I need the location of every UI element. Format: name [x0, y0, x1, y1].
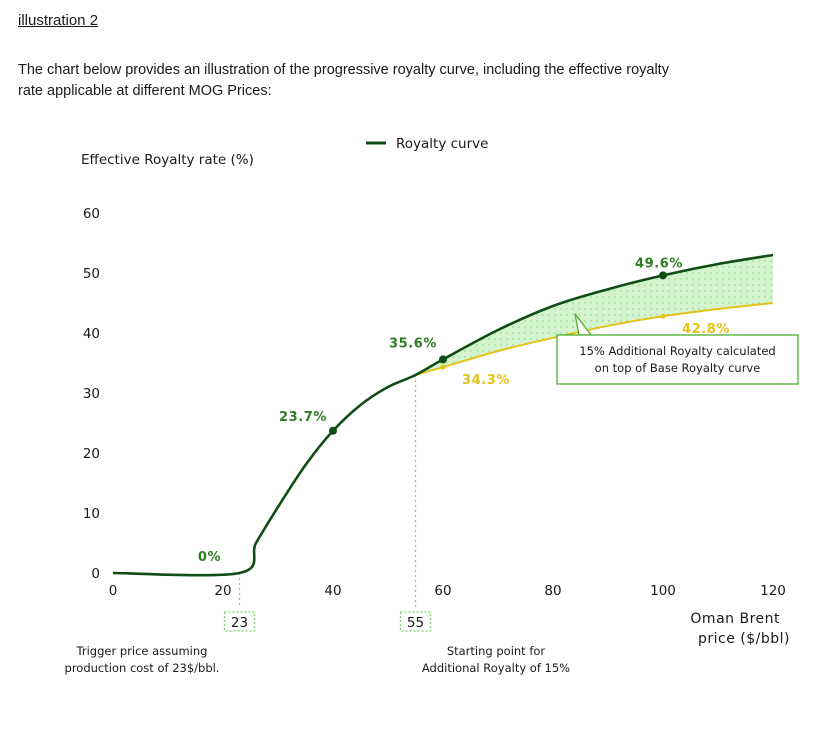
legend-label: Royalty curve — [396, 136, 488, 152]
intro-line-2: rate applicable at different MOG Prices: — [18, 83, 272, 99]
marker-box — [399, 611, 432, 632]
x-tick-label: 60 — [434, 583, 451, 599]
marker-note: Starting point for — [447, 644, 546, 658]
marker-label: 55 — [407, 615, 424, 631]
y-tick-label: 20 — [83, 446, 100, 462]
x-tick-label: 20 — [214, 583, 231, 599]
x-tick-label: 40 — [324, 583, 341, 599]
y-axis-title: Effective Royalty rate (%) — [81, 152, 254, 168]
callout-text-line-2: on top of Base Royalty curve — [595, 361, 761, 375]
royalty-point — [439, 355, 447, 364]
illustration-heading: illustration 2 — [18, 12, 99, 29]
x-tick-label: 80 — [544, 583, 561, 599]
x-tick-label: 0 — [109, 583, 118, 599]
marker-box — [223, 611, 256, 632]
marker-note-line-2: production cost of 23$/bbl. — [65, 661, 220, 675]
y-tick-label: 30 — [83, 386, 100, 402]
marker-label: 23 — [231, 615, 248, 631]
x-axis-title: Oman Brent — [690, 611, 780, 627]
y-tick-label: 0 — [91, 566, 100, 582]
y-tick-label: 40 — [83, 326, 100, 342]
callout-text: 15% Additional Royalty calculated — [579, 344, 775, 358]
y-tick-label: 60 — [83, 206, 100, 222]
royalty-point — [659, 271, 667, 280]
intro-line-1: The chart below provides an illustration… — [18, 62, 669, 78]
royalty-point-label: 0% — [198, 550, 221, 565]
royalty-point-label: 23.7% — [279, 410, 327, 425]
marker-note: Trigger price assuming — [76, 644, 208, 658]
additional-royalty-area — [415, 255, 773, 375]
base-point — [660, 313, 666, 319]
royalty-point-label: 49.6% — [635, 256, 683, 271]
x-axis-title-line-2: price ($/bbl) — [698, 631, 790, 647]
intro-paragraph: The chart below provides an illustration… — [18, 60, 818, 102]
y-tick-label: 10 — [83, 506, 100, 522]
base-point — [440, 364, 446, 370]
callout-box — [556, 334, 799, 385]
x-tick-label: 100 — [650, 583, 676, 599]
royalty-point — [329, 426, 337, 435]
base-point-label: 42.8% — [682, 322, 730, 337]
royalty-curve-line — [112, 253, 774, 577]
royalty-point-label: 35.6% — [389, 336, 437, 351]
marker-note-line-2: Additional Royalty of 15% — [422, 661, 570, 675]
y-tick-label: 50 — [83, 266, 100, 282]
base-point-label: 34.3% — [462, 373, 510, 388]
x-tick-label: 120 — [760, 583, 786, 599]
